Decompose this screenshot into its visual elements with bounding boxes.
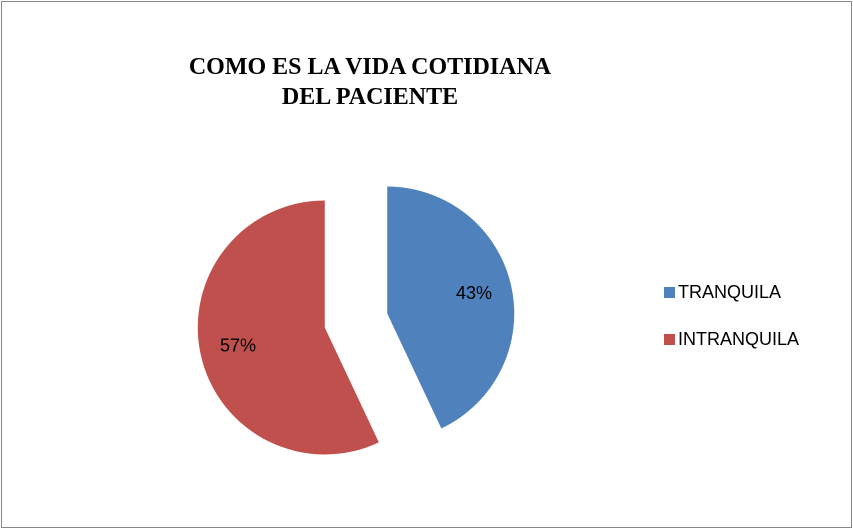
chart-title: COMO ES LA VIDA COTIDIANA DEL PACIENTE (188, 54, 552, 110)
data-label: 57% (220, 336, 256, 356)
data-label: 43% (456, 283, 492, 303)
legend-label: INTRANQUILA (678, 329, 799, 349)
legend-label: TRANQUILA (678, 282, 781, 302)
legend-swatch (664, 287, 675, 298)
legend-swatch (664, 334, 675, 345)
pie-slice (197, 200, 379, 455)
pie-slice (387, 186, 515, 429)
